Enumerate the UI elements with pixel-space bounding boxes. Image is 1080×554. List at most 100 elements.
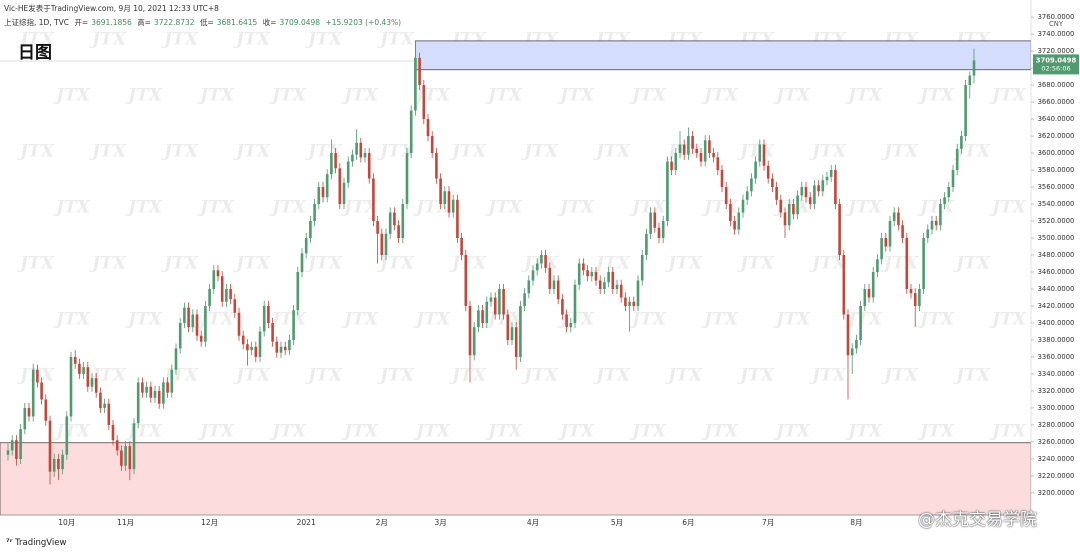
candle-body: [279, 346, 283, 353]
candle-body: [758, 144, 762, 162]
candle-body: [573, 284, 577, 323]
candle-body: [951, 170, 955, 188]
candle-body: [283, 346, 287, 351]
candle-body: [372, 178, 375, 222]
candle-body: [540, 255, 543, 264]
candle-body: [191, 314, 195, 328]
candle-body: [103, 403, 106, 408]
candle-body: [582, 263, 585, 271]
watermark: JTX: [341, 310, 379, 330]
watermark: JTX: [881, 254, 919, 274]
candle-body: [157, 390, 161, 404]
candle-body: [342, 182, 346, 205]
candle-body: [502, 288, 505, 315]
candle-body: [166, 382, 169, 393]
candle-body: [128, 446, 132, 470]
candle-body: [136, 382, 140, 424]
candle-body: [871, 271, 875, 298]
watermark: JTX: [917, 422, 955, 442]
candle-body: [695, 148, 699, 154]
candle-body: [241, 335, 245, 345]
watermark: JTX: [341, 198, 379, 218]
watermark: JTX: [845, 310, 883, 330]
publisher: Vic-HE发表于TradingView.com, 9月 10, 2021 12…: [4, 4, 219, 13]
candle-body: [590, 271, 594, 277]
candle-body: [296, 271, 300, 311]
candle-body: [741, 199, 745, 213]
y-tick-label: 3380.0000: [1038, 336, 1075, 344]
candle-body: [850, 348, 854, 356]
candle-body: [27, 407, 31, 417]
candle-body: [804, 187, 808, 198]
candle-body: [351, 154, 354, 162]
y-tick-label: 3680.0000: [1038, 81, 1075, 89]
candle-body: [422, 85, 426, 120]
candle-body: [456, 199, 459, 239]
watermark: JTX: [197, 198, 235, 218]
x-tick-label: 4月: [527, 518, 539, 527]
price-tag: [1033, 54, 1079, 75]
candle-body: [594, 271, 598, 281]
watermark: JTX: [269, 310, 307, 330]
y-tick-label: 3600.0000: [1038, 149, 1075, 157]
candle-body: [561, 299, 564, 315]
candle-body: [6, 450, 10, 455]
countdown: 02:56:06: [1041, 64, 1070, 72]
candle-body: [472, 327, 476, 356]
price-axis-bg: [1031, 0, 1080, 554]
candle-body: [15, 440, 18, 459]
candle-body: [535, 263, 539, 271]
candle-body: [52, 458, 56, 472]
candle-body: [464, 255, 468, 306]
watermark: JTX: [377, 142, 415, 162]
watermark: JTX: [53, 86, 91, 106]
watermark: JTX: [161, 366, 199, 386]
y-tick-label: 3580.0000: [1038, 166, 1075, 174]
candle-body: [821, 180, 825, 192]
candle-body: [619, 284, 623, 298]
candle-body: [829, 170, 833, 177]
candle-body: [876, 259, 879, 272]
candle-body: [552, 280, 556, 289]
candle-body: [258, 331, 262, 357]
watermark: JTX: [593, 254, 631, 274]
candle-body: [145, 386, 148, 393]
candle-body: [745, 191, 749, 200]
candle-body: [405, 153, 409, 205]
watermark: JTX: [53, 310, 91, 330]
candle-body: [611, 271, 615, 289]
x-tick-label: 8月: [850, 518, 862, 527]
candle-body: [624, 297, 627, 306]
candle-body: [691, 136, 694, 149]
watermark: JTX: [557, 198, 595, 218]
candle-body: [451, 199, 455, 213]
candle-body: [401, 204, 405, 239]
candle-body: [670, 161, 673, 171]
watermark: JTX: [701, 310, 739, 330]
y-tick-label: 3300.0000: [1038, 404, 1075, 412]
watermark: JTX: [629, 310, 667, 330]
x-tick-label: 6月: [682, 518, 694, 527]
watermark: JTX: [485, 422, 523, 442]
candle-body: [712, 153, 715, 158]
candle-body: [216, 270, 220, 277]
candle-body: [947, 187, 951, 198]
candle-body: [498, 288, 501, 315]
watermark: JTX: [305, 366, 343, 386]
candle-body: [548, 267, 552, 289]
candle-body: [359, 142, 363, 158]
x-tick-label: 2月: [376, 518, 388, 527]
candle-body: [262, 305, 266, 332]
candle-body: [960, 136, 963, 149]
watermark: JTX: [665, 254, 703, 274]
candle-body: [514, 327, 518, 357]
candle-body: [729, 204, 732, 222]
watermark: JTX: [89, 366, 127, 386]
candle-body: [10, 440, 14, 451]
watermark: JTX: [233, 366, 271, 386]
x-tick-label: 12月: [201, 518, 218, 527]
watermark: JTX: [845, 422, 883, 442]
candle-body: [598, 280, 602, 289]
candle-body: [787, 204, 791, 226]
